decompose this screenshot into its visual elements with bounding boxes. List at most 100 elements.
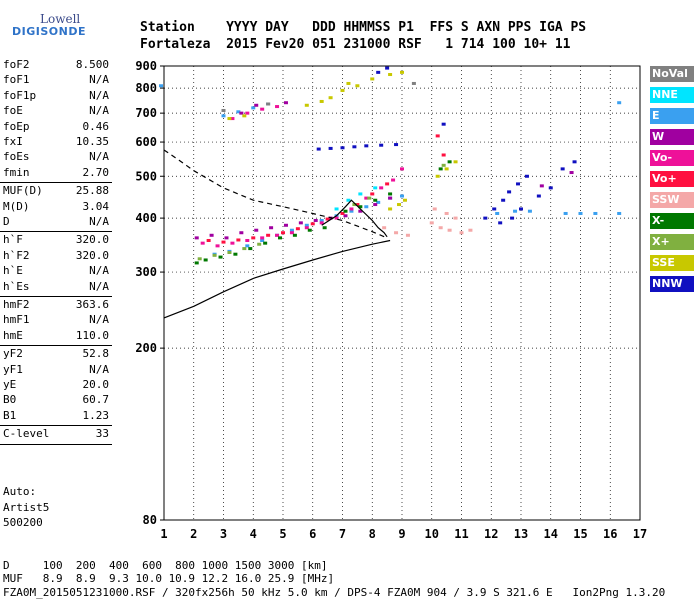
param-value: 110.0 xyxy=(75,328,109,342)
echo-point xyxy=(376,70,381,74)
echo-point xyxy=(388,207,393,211)
echo-point xyxy=(438,226,443,230)
echo-point xyxy=(435,134,440,138)
echo-point xyxy=(334,216,339,220)
echo-point xyxy=(397,203,402,207)
param-row: foE N/A xyxy=(3,104,109,119)
echo-point xyxy=(319,99,324,103)
echo-point xyxy=(230,241,235,245)
echo-point xyxy=(429,221,434,225)
echo-point xyxy=(394,143,399,147)
echo-point xyxy=(304,103,309,107)
param-value: 1.23 xyxy=(82,408,110,422)
echo-point xyxy=(516,182,521,186)
echo-point xyxy=(400,194,404,198)
y-tick-label: 80 xyxy=(143,513,157,527)
y-tick-label: 200 xyxy=(135,341,157,355)
x-tick-label: 4 xyxy=(250,527,257,541)
param-row: yF1 N/A xyxy=(3,363,109,378)
echo-point xyxy=(498,221,503,225)
echo-point xyxy=(239,231,244,235)
param-name: foE xyxy=(3,104,23,118)
echo-point xyxy=(328,96,333,100)
param-row: fmin 2.70 xyxy=(3,166,109,181)
echo-point xyxy=(233,252,238,256)
param-row: foF1p N/A xyxy=(3,89,109,104)
echo-point xyxy=(402,198,407,202)
echo-point xyxy=(212,253,217,257)
echo-point xyxy=(524,174,529,178)
param-value: 25.88 xyxy=(75,184,109,198)
echo-point xyxy=(304,223,309,227)
x-tick-label: 1 xyxy=(160,527,167,541)
echo-point xyxy=(230,117,235,121)
echo-point xyxy=(245,244,250,248)
legend-item: SSW xyxy=(650,192,694,208)
legend-item: NNW xyxy=(650,276,694,292)
param-row: hmE 110.0 xyxy=(3,329,109,344)
x-tick-label: 3 xyxy=(220,527,227,541)
param-row: D N/A xyxy=(3,215,109,230)
x-tick-label: 13 xyxy=(514,527,528,541)
param-row: foEs N/A xyxy=(3,150,109,165)
echo-point xyxy=(379,186,384,190)
param-value: 0.46 xyxy=(82,119,110,133)
param-value: 8.500 xyxy=(75,58,109,71)
param-row: MUF(D) 25.88 xyxy=(3,184,109,199)
echo-point xyxy=(266,102,271,106)
echo-point xyxy=(388,73,393,77)
echo-point xyxy=(200,241,205,245)
footer-file-info: FZA0M_2015051231000.RSF / 320fx256h 50 k… xyxy=(3,586,666,599)
echo-point xyxy=(569,171,574,175)
param-value: N/A xyxy=(89,215,109,228)
echo-point xyxy=(441,163,446,167)
param-row: C-level 33 xyxy=(3,427,109,442)
param-name: foF1 xyxy=(3,73,30,87)
echo-point xyxy=(292,233,297,237)
legend-item: NoVal xyxy=(650,66,694,82)
echo-point xyxy=(295,227,300,231)
echo-point xyxy=(215,244,220,248)
param-value: N/A xyxy=(89,104,109,118)
echo-point xyxy=(400,70,404,74)
echo-point xyxy=(400,167,404,171)
echo-point xyxy=(367,196,372,200)
param-row: h`E N/A xyxy=(3,264,109,279)
param-row: foEp 0.46 xyxy=(3,120,109,135)
echo-point xyxy=(206,238,211,242)
param-name: hmE xyxy=(3,328,23,342)
x-tick-label: 5 xyxy=(279,527,286,541)
param-row: h`F2 320.0 xyxy=(3,249,109,264)
echo-point xyxy=(441,122,446,126)
x-tick-label: 8 xyxy=(369,527,376,541)
profile-curve xyxy=(321,199,388,238)
x-tick-label: 16 xyxy=(603,527,617,541)
legend-item: SSE xyxy=(650,255,694,271)
echo-point xyxy=(385,66,390,70)
echo-point xyxy=(260,107,265,111)
echo-point xyxy=(254,228,259,232)
param-separator xyxy=(0,425,112,427)
x-tick-label: 2 xyxy=(190,527,197,541)
echo-point xyxy=(263,241,268,245)
echo-point xyxy=(483,216,488,220)
param-value: N/A xyxy=(89,88,109,102)
echo-point xyxy=(444,167,449,171)
profile-curve xyxy=(163,239,391,319)
param-value: 320.0 xyxy=(75,248,109,262)
echo-point xyxy=(194,236,199,240)
logo-digisonde: DIGISONDE xyxy=(12,25,86,38)
param-row: foF1 N/A xyxy=(3,73,109,88)
echo-point xyxy=(322,226,327,230)
echo-point xyxy=(251,236,256,240)
param-row: fxI 10.35 xyxy=(3,135,109,150)
echo-point xyxy=(281,231,285,235)
echo-point xyxy=(289,228,294,232)
echo-point xyxy=(379,143,384,147)
echo-point xyxy=(453,160,458,164)
echo-point xyxy=(242,114,247,118)
echo-point xyxy=(197,257,202,261)
x-tick-label: 9 xyxy=(398,527,405,541)
param-row: yF2 52.8 xyxy=(3,347,109,362)
